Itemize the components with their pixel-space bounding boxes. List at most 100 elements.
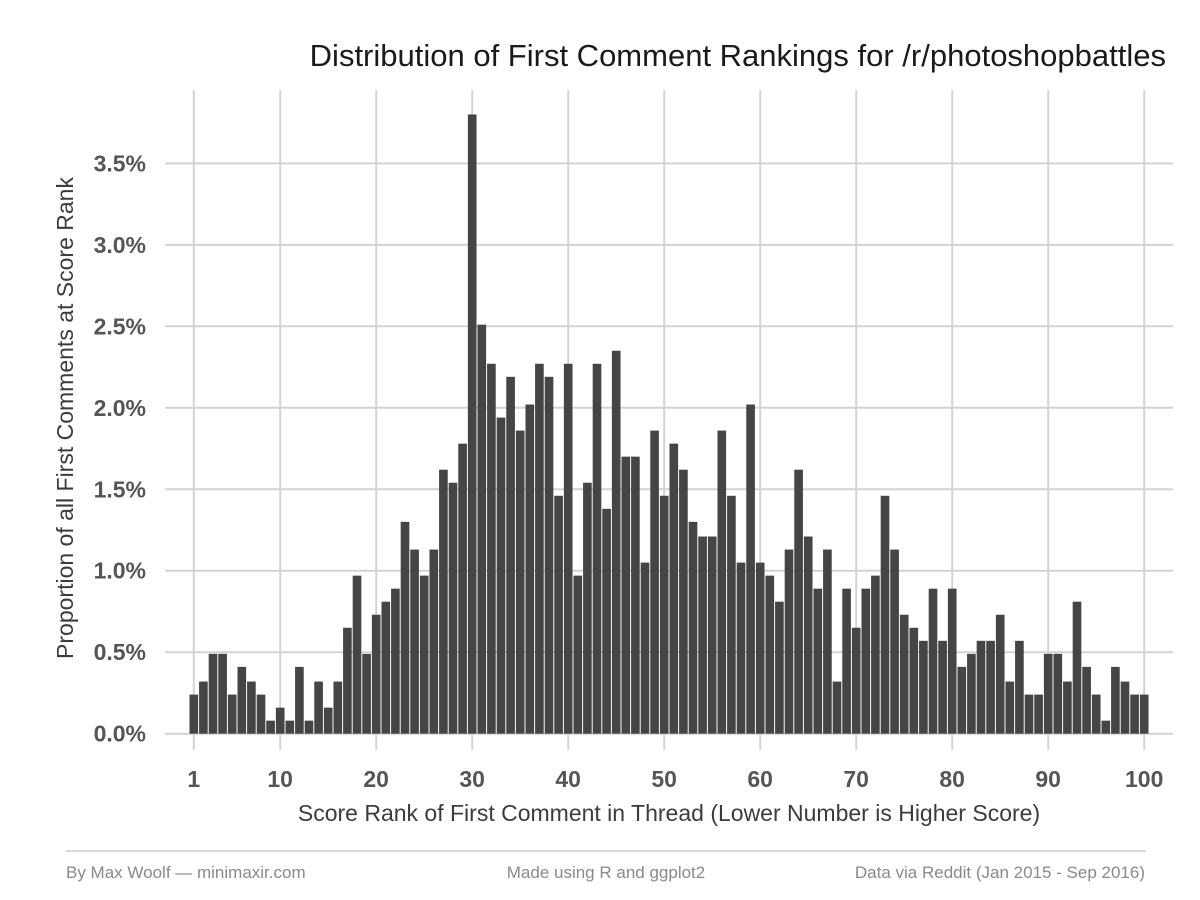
bar-rank-52 (679, 469, 688, 734)
footer-tooling: Made using R and ggplot2 (507, 863, 705, 882)
bar-rank-62 (775, 601, 784, 734)
bar-rank-7 (247, 681, 256, 734)
bar-rank-59 (746, 404, 755, 734)
bar-rank-34 (506, 376, 515, 734)
bar-rank-23 (400, 521, 410, 734)
bar-rank-61 (765, 575, 775, 734)
bar-rank-45 (611, 350, 621, 734)
bar-rank-33 (496, 417, 506, 734)
x-tick-label: 60 (747, 766, 773, 792)
y-tick-label: 3.0% (94, 232, 146, 258)
bar-rank-56 (717, 430, 727, 734)
chart-title: Distribution of First Comment Rankings f… (310, 38, 1166, 73)
bar-rank-93 (1072, 601, 1082, 734)
bar-rank-29 (458, 443, 467, 734)
x-tick-label: 10 (267, 766, 293, 792)
bar-rank-12 (295, 666, 304, 734)
bar-rank-98 (1120, 681, 1130, 734)
bar-rank-21 (381, 601, 391, 734)
y-tick-label: 1.5% (94, 476, 146, 502)
bar-rank-76 (909, 627, 919, 734)
bar-rank-48 (640, 562, 650, 734)
bar-rank-43 (592, 363, 602, 734)
bar-rank-40 (563, 363, 573, 734)
x-tick-label: 90 (1035, 766, 1061, 792)
x-tick-label: 20 (363, 766, 389, 792)
y-tick-labels: 0.0% 0.5% 1.0% 1.5% 2.0% 2.5% 3.0% 3.5% (94, 150, 146, 746)
bar-rank-68 (832, 681, 842, 734)
bar-rank-8 (256, 694, 266, 734)
bar-rank-5 (227, 694, 237, 734)
x-tick-labels: 1 10 20 30 40 50 60 70 80 90 100 (187, 766, 1163, 792)
bar-rank-96 (1101, 720, 1111, 734)
bar-rank-65 (803, 536, 813, 734)
bar-rank-81 (957, 666, 967, 734)
bar-rank-74 (890, 549, 899, 734)
x-tick-label: 1 (187, 766, 200, 792)
x-tick-label: 40 (555, 766, 581, 792)
y-axis-title: Proportion of all First Comments at Scor… (52, 177, 78, 659)
bar-rank-51 (669, 443, 679, 734)
x-axis-title: Score Rank of First Comment in Thread (L… (298, 800, 1040, 826)
bar-rank-82 (967, 653, 976, 734)
bar-rank-46 (621, 456, 631, 734)
x-tick-label: 50 (651, 766, 677, 792)
bar-rank-87 (1015, 640, 1024, 734)
bar-rank-85 (995, 614, 1005, 734)
bar-rank-63 (784, 549, 794, 734)
bar-rank-97 (1111, 666, 1120, 734)
bar-rank-57 (727, 495, 736, 734)
bar-rank-31 (477, 324, 487, 734)
bar-rank-84 (986, 640, 995, 734)
bar-rank-13 (304, 720, 314, 734)
bar-rank-69 (842, 588, 851, 734)
x-tick-label: 70 (843, 766, 869, 792)
bar-rank-18 (352, 575, 362, 734)
bar-rank-86 (1005, 681, 1015, 734)
bar-rank-6 (237, 666, 247, 734)
bar-rank-9 (266, 720, 275, 734)
bar-rank-20 (371, 614, 381, 734)
bar-rank-15 (323, 707, 333, 734)
bar-rank-92 (1063, 681, 1072, 734)
bar-rank-42 (583, 482, 592, 734)
bar-rank-99 (1130, 694, 1139, 734)
bar-rank-17 (343, 627, 352, 734)
bar-rank-24 (410, 549, 419, 734)
bar-rank-25 (419, 575, 429, 734)
bar-rank-83 (976, 640, 986, 734)
bar-rank-53 (688, 521, 698, 734)
bar-rank-14 (314, 681, 323, 734)
bar-rank-94 (1082, 666, 1091, 734)
bar-rank-3 (208, 653, 218, 734)
footer-credit: By Max Woolf — minimaxir.com (66, 863, 306, 882)
bar-rank-28 (448, 482, 458, 734)
bar-rank-39 (554, 495, 563, 734)
bar-rank-36 (525, 404, 535, 734)
bar-rank-30 (467, 114, 477, 734)
bar-rank-88 (1024, 694, 1034, 734)
bar-rank-73 (880, 495, 890, 734)
x-tick-label: 80 (939, 766, 965, 792)
x-tick-label: 30 (459, 766, 485, 792)
bar-rank-66 (813, 588, 823, 734)
y-tick-label: 0.5% (94, 639, 146, 665)
bar-rank-58 (736, 562, 746, 734)
bar-rank-26 (429, 549, 439, 734)
bar-rank-70 (851, 627, 861, 734)
y-tick-label: 2.0% (94, 395, 146, 421)
bar-rank-78 (928, 588, 938, 734)
bar-rank-4 (218, 653, 227, 734)
bar-rank-2 (199, 681, 208, 734)
bar-rank-22 (391, 588, 400, 734)
y-tick-label: 2.5% (94, 313, 146, 339)
bar-rank-32 (487, 363, 496, 734)
bar-rank-79 (938, 640, 947, 734)
bar-rank-60 (755, 562, 765, 734)
bar-rank-55 (707, 536, 717, 734)
bar-rank-50 (659, 495, 669, 734)
bar-rank-41 (573, 575, 583, 734)
bar-rank-64 (794, 469, 803, 734)
y-tick-label: 3.5% (94, 150, 146, 176)
bar-rank-77 (919, 640, 928, 734)
